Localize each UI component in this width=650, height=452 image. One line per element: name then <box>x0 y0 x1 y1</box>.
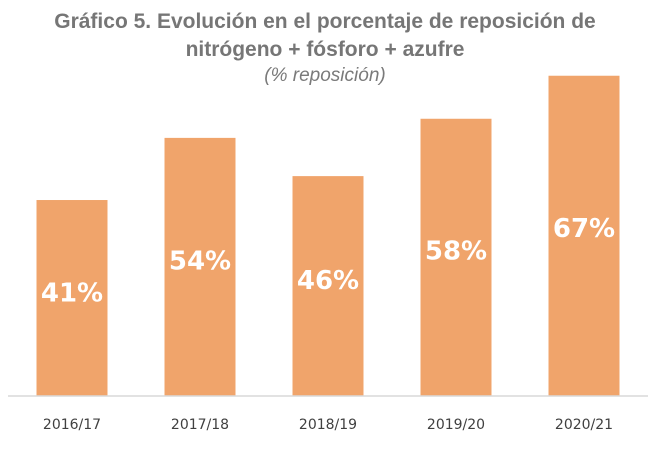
x-tick-label: 2020/21 <box>555 417 613 433</box>
bar-2017/18 <box>164 137 236 396</box>
x-tick-label: 2017/18 <box>171 417 229 433</box>
chart-subtitle: (% reposición) <box>264 65 386 86</box>
chart-title-block: Gráfico 5. Evolución en el porcentaje de… <box>0 8 650 88</box>
bars-group: 41% 54% 46% 58% 67% <box>36 75 620 397</box>
x-tick-label: 2018/19 <box>299 417 357 433</box>
x-tick-labels: 2016/17 2017/18 2018/19 2019/20 2020/21 <box>43 417 613 433</box>
bar-data-label: 41% <box>41 279 103 309</box>
bar-2016/17 <box>36 200 108 396</box>
bar-data-label: 46% <box>297 266 359 296</box>
bar-data-label: 67% <box>553 214 615 244</box>
bar-2019/20 <box>420 118 492 396</box>
bar-2018/19 <box>292 176 364 396</box>
x-tick-label: 2019/20 <box>427 417 485 433</box>
bar-2020/21 <box>548 75 620 397</box>
x-tick-label: 2016/17 <box>43 417 101 433</box>
chart-title: Gráfico 5. Evolución en el porcentaje de… <box>54 10 596 61</box>
bar-data-label: 58% <box>425 236 487 266</box>
bar-data-label: 54% <box>169 246 231 276</box>
